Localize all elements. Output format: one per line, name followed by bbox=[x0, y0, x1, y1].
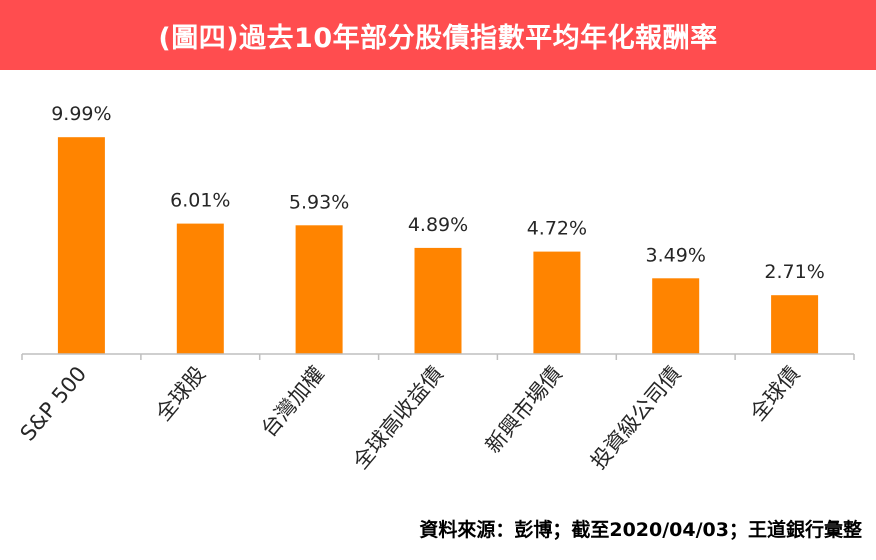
chart-title-bar: (圖四)過去10年部分股債指數平均年化報酬率 bbox=[0, 0, 876, 70]
bar bbox=[771, 295, 819, 354]
bar bbox=[295, 225, 343, 354]
category-label: S&P 500 bbox=[16, 362, 92, 446]
bar bbox=[414, 247, 462, 354]
category-label: 台灣加權 bbox=[257, 362, 329, 442]
data-label: 2.71% bbox=[764, 261, 824, 283]
category-label: 全球股 bbox=[151, 362, 210, 426]
data-label: 6.01% bbox=[170, 190, 230, 212]
bar bbox=[57, 137, 105, 354]
bar-chart: 9.99% S&P 500 6.01% 全球股 5.93% 台灣加權 4.89% 全球高收益債… bbox=[16, 103, 855, 474]
bar bbox=[176, 223, 224, 354]
data-label: 3.49% bbox=[646, 244, 706, 266]
data-label: 9.99% bbox=[51, 103, 111, 125]
bar bbox=[533, 251, 581, 354]
category-label: 全球高收益債 bbox=[348, 362, 447, 474]
data-label: 4.72% bbox=[527, 218, 587, 240]
category-label: 新興市場債 bbox=[481, 362, 567, 458]
category-label: 投資級公司債 bbox=[586, 362, 685, 474]
chart-title: (圖四)過去10年部分股債指數平均年化報酬率 bbox=[158, 22, 718, 54]
data-label: 5.93% bbox=[289, 191, 349, 213]
category-label: 全球債 bbox=[746, 362, 805, 426]
source-note: 資料來源：彭博；截至2020/04/03；王道銀行彙整 bbox=[419, 519, 862, 541]
bar bbox=[652, 278, 700, 354]
data-label: 4.89% bbox=[408, 214, 468, 236]
